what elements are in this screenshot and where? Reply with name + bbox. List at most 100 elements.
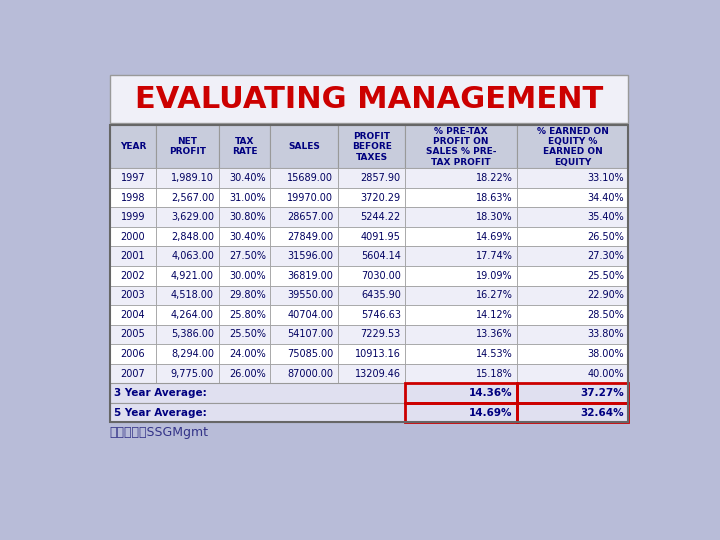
Text: 4,921.00: 4,921.00 (171, 271, 214, 281)
Bar (271, 168, 338, 188)
Bar (405, 286, 517, 305)
Text: 34.40%: 34.40% (588, 193, 624, 202)
Text: EVALUATING MANAGEMENT: EVALUATING MANAGEMENT (135, 85, 603, 113)
Bar (109, 364, 156, 383)
Text: 29.80%: 29.80% (229, 291, 266, 300)
Text: 1997: 1997 (120, 173, 145, 183)
Bar (109, 383, 405, 403)
Text: 28657.00: 28657.00 (287, 212, 333, 222)
Bar (218, 364, 271, 383)
Bar (405, 246, 517, 266)
Text: 14.53%: 14.53% (476, 349, 513, 359)
Text: 18.63%: 18.63% (476, 193, 513, 202)
Text: 7030.00: 7030.00 (361, 271, 401, 281)
Bar (517, 403, 629, 422)
Text: 4,063.00: 4,063.00 (171, 251, 214, 261)
Bar (218, 207, 271, 227)
Text: 13209.46: 13209.46 (355, 368, 401, 379)
Bar (271, 207, 338, 227)
Text: 15.18%: 15.18% (476, 368, 513, 379)
Text: 14.36%: 14.36% (469, 388, 513, 398)
Text: 3,629.00: 3,629.00 (171, 212, 214, 222)
Text: 10913.16: 10913.16 (355, 349, 401, 359)
Text: 33.80%: 33.80% (588, 329, 624, 340)
Text: 40.00%: 40.00% (588, 368, 624, 379)
Text: 30.40%: 30.40% (229, 173, 266, 183)
Text: 5 Year Average:: 5 Year Average: (114, 408, 207, 417)
Bar (338, 168, 405, 188)
Bar (405, 227, 517, 246)
Bar (405, 383, 517, 403)
Text: 3720.29: 3720.29 (361, 193, 401, 202)
Text: 2005: 2005 (120, 329, 145, 340)
Bar (156, 207, 218, 227)
Bar (218, 286, 271, 305)
Text: 2003: 2003 (120, 291, 145, 300)
Text: 2001: 2001 (120, 251, 145, 261)
Bar (218, 266, 271, 286)
Bar (405, 305, 517, 325)
Text: 5,386.00: 5,386.00 (171, 329, 214, 340)
Bar (271, 246, 338, 266)
Text: 2,567.00: 2,567.00 (171, 193, 214, 202)
Bar (517, 403, 629, 422)
Text: 4091.95: 4091.95 (361, 232, 401, 241)
Bar (218, 125, 271, 168)
Bar (218, 325, 271, 344)
Bar (517, 227, 629, 246)
Bar (271, 125, 338, 168)
Bar (156, 125, 218, 168)
Bar (109, 75, 629, 123)
Text: 7229.53: 7229.53 (361, 329, 401, 340)
Bar (156, 364, 218, 383)
Text: 25.50%: 25.50% (587, 271, 624, 281)
Bar (218, 246, 271, 266)
Text: 32.64%: 32.64% (580, 408, 624, 417)
Bar (405, 125, 517, 168)
Text: 5244.22: 5244.22 (361, 212, 401, 222)
Text: 33.10%: 33.10% (588, 173, 624, 183)
Text: 25.50%: 25.50% (229, 329, 266, 340)
Text: 24.00%: 24.00% (229, 349, 266, 359)
Bar (271, 286, 338, 305)
Text: 6435.90: 6435.90 (361, 291, 401, 300)
Text: 38.00%: 38.00% (588, 349, 624, 359)
Text: 9,775.00: 9,775.00 (171, 368, 214, 379)
Bar (517, 383, 629, 403)
Text: 19.09%: 19.09% (476, 271, 513, 281)
Bar (517, 207, 629, 227)
Text: 54107.00: 54107.00 (287, 329, 333, 340)
Bar (338, 364, 405, 383)
Text: 28.50%: 28.50% (587, 310, 624, 320)
Text: 2002: 2002 (120, 271, 145, 281)
Text: 30.80%: 30.80% (229, 212, 266, 222)
Text: 39550.00: 39550.00 (287, 291, 333, 300)
Bar (405, 383, 517, 403)
Text: 30.40%: 30.40% (229, 232, 266, 241)
Text: 15689.00: 15689.00 (287, 173, 333, 183)
Text: NET
PROFIT: NET PROFIT (169, 137, 206, 157)
Bar (271, 344, 338, 364)
Bar (109, 125, 629, 422)
Text: 2,848.00: 2,848.00 (171, 232, 214, 241)
Text: 13.36%: 13.36% (476, 329, 513, 340)
Bar (338, 246, 405, 266)
Bar (218, 188, 271, 207)
Text: 2006: 2006 (120, 349, 145, 359)
Bar (405, 188, 517, 207)
Bar (338, 125, 405, 168)
Text: % PRE-TAX
PROFIT ON
SALES % PRE-
TAX PROFIT: % PRE-TAX PROFIT ON SALES % PRE- TAX PRO… (426, 126, 496, 167)
Bar (156, 246, 218, 266)
Bar (271, 266, 338, 286)
Text: 25.80%: 25.80% (229, 310, 266, 320)
Bar (338, 305, 405, 325)
Bar (271, 325, 338, 344)
Bar (218, 305, 271, 325)
Bar (271, 227, 338, 246)
Bar (338, 227, 405, 246)
Text: 2857.90: 2857.90 (361, 173, 401, 183)
Text: TAX
RATE: TAX RATE (232, 137, 257, 157)
Text: 36819.00: 36819.00 (287, 271, 333, 281)
Text: 19970.00: 19970.00 (287, 193, 333, 202)
Text: 5746.63: 5746.63 (361, 310, 401, 320)
